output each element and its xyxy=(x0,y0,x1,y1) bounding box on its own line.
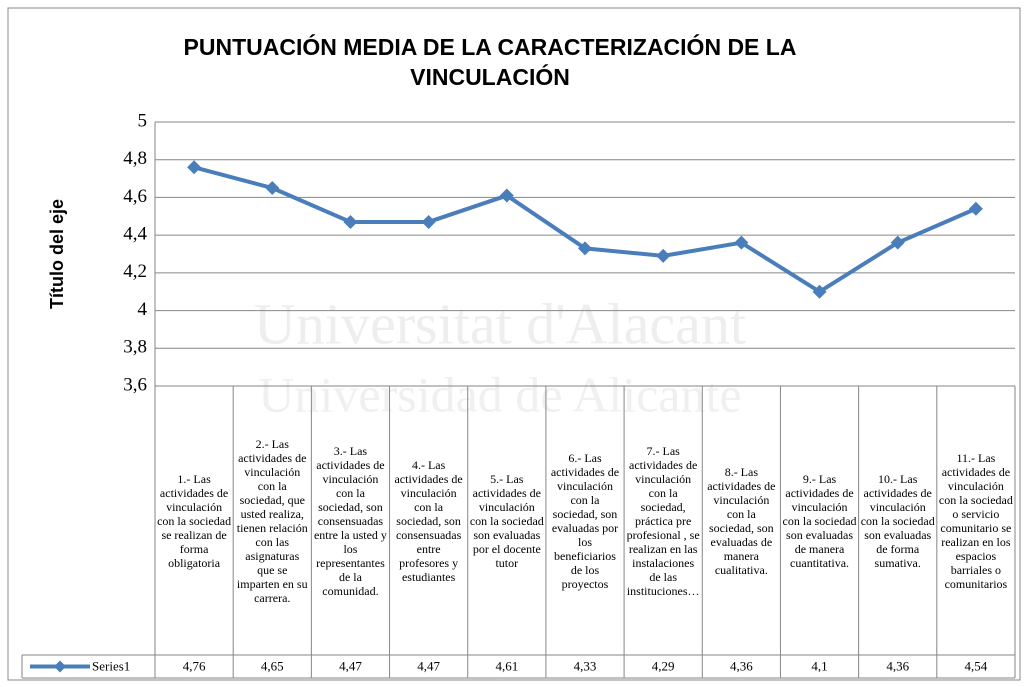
y-tick-label: 4 xyxy=(138,299,148,320)
legend-marker xyxy=(54,660,66,673)
x-category-label: 7.- Las actividades de vinculación con l… xyxy=(626,443,700,598)
data-table-value: 4,76 xyxy=(183,658,206,673)
data-table-value: 4,54 xyxy=(965,658,988,673)
data-table-value: 4,33 xyxy=(574,658,597,673)
y-tick-label: 4,8 xyxy=(123,148,147,169)
x-category-label: 9.- Las actividades de vinculación con l… xyxy=(782,471,857,570)
x-category-box: 7.- Las actividades de vinculación con l… xyxy=(626,443,700,598)
chart-title: PUNTUACIÓN MEDIA DE LA CARACTERIZACIÓN D… xyxy=(183,34,797,90)
x-category-label: 6.- Las actividades de vinculación con l… xyxy=(550,450,620,591)
x-category-label: 4.- Las actividades de vinculación con l… xyxy=(394,457,463,584)
x-category-label: 1.- Las actividades de vinculación con l… xyxy=(157,471,232,570)
y-axis-title: Título del eje xyxy=(47,199,67,309)
x-category-box: 9.- Las actividades de vinculación con l… xyxy=(782,471,857,570)
point-marker xyxy=(734,235,749,250)
point-marker xyxy=(343,214,358,229)
x-category-box: 8.- Las actividades de vinculación con l… xyxy=(707,464,776,577)
y-tick-label: 5 xyxy=(138,110,148,131)
x-category-box: 5.- Las actividades de vinculación con l… xyxy=(469,471,544,570)
data-table-value: 4,29 xyxy=(652,658,675,673)
x-category-box: 6.- Las actividades de vinculación con l… xyxy=(550,450,620,591)
y-tick-label: 4,2 xyxy=(123,261,147,282)
data-table-value: 4,36 xyxy=(730,658,753,673)
point-marker xyxy=(265,181,280,195)
point-marker xyxy=(187,160,202,175)
watermark: Universidad de Alicante xyxy=(258,366,741,422)
point-marker xyxy=(890,235,905,250)
y-tick-label: 4,6 xyxy=(123,186,147,207)
chart-title-box: PUNTUACIÓN MEDIA DE LA CARACTERIZACIÓN D… xyxy=(183,34,797,90)
x-category-label: 5.- Las actividades de vinculación con l… xyxy=(469,471,544,570)
x-category-box: 10.- Las actividades de vinculación con … xyxy=(860,471,935,570)
x-category-label: 3.- Las actividades de vinculación con l… xyxy=(313,443,387,598)
data-table-value: 4,61 xyxy=(495,658,518,673)
x-category-box: 4.- Las actividades de vinculación con l… xyxy=(394,457,463,584)
x-category-box: 11.- Las actividades de vinculación con … xyxy=(938,450,1013,591)
point-marker xyxy=(656,248,671,263)
x-category-label: 10.- Las actividades de vinculación con … xyxy=(860,471,935,570)
x-category-label: 11.- Las actividades de vinculación con … xyxy=(938,450,1013,591)
data-table-value: 4,36 xyxy=(886,658,909,673)
data-table-value: 4,47 xyxy=(417,658,440,673)
x-category-box: 3.- Las actividades de vinculación con l… xyxy=(313,443,387,598)
point-marker xyxy=(499,188,514,203)
data-table-value: 4,47 xyxy=(339,658,362,673)
chart-border xyxy=(7,7,1021,681)
point-marker xyxy=(968,201,983,216)
point-marker xyxy=(578,241,592,256)
x-category-box: 2.- Las actividades de vinculación con l… xyxy=(236,436,308,605)
x-category-box: 1.- Las actividades de vinculación con l… xyxy=(157,471,232,570)
y-tick-label: 4,4 xyxy=(123,224,147,245)
y-tick-label: 3,6 xyxy=(123,374,147,395)
point-marker xyxy=(812,284,827,299)
y-tick-label: 3,8 xyxy=(123,337,147,358)
x-category-label: 8.- Las actividades de vinculación con l… xyxy=(707,464,776,577)
watermark: Universitat d'Alacant xyxy=(254,291,746,356)
data-table-value: 4,65 xyxy=(261,658,284,673)
data-table-value: 4,1 xyxy=(811,658,827,673)
point-marker xyxy=(421,214,436,229)
x-category-label: 2.- Las actividades de vinculación con l… xyxy=(236,436,308,605)
legend-label: Series1 xyxy=(92,658,130,673)
